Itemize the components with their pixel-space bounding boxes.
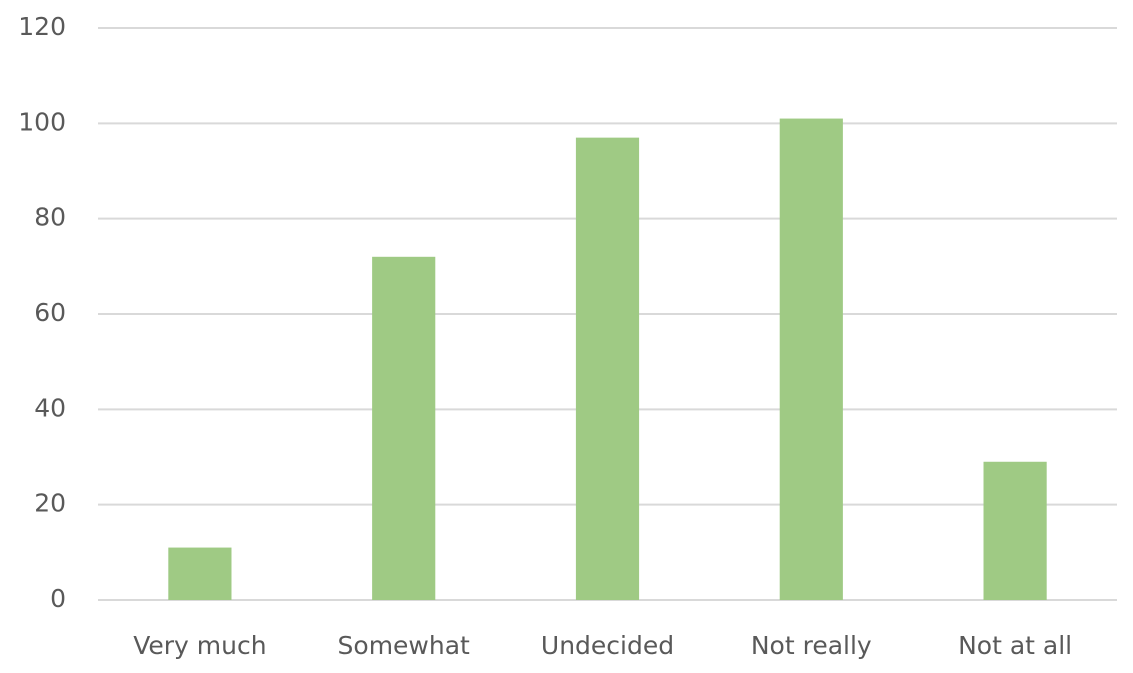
y-tick-label: 80	[34, 203, 66, 232]
x-tick-label: Somewhat	[338, 631, 471, 660]
y-tick-label: 0	[50, 584, 66, 613]
y-tick-label: 120	[18, 12, 66, 41]
y-tick-label: 60	[34, 298, 66, 327]
x-tick-label: Not really	[751, 631, 872, 660]
bar	[372, 256, 436, 600]
bar	[168, 547, 232, 600]
x-tick-label: Very much	[133, 631, 266, 660]
x-tick-label: Not at all	[958, 631, 1072, 660]
y-tick-label: 100	[18, 107, 66, 136]
bar	[983, 461, 1047, 600]
bar	[779, 118, 843, 601]
bar	[575, 137, 640, 600]
y-tick-label: 20	[34, 489, 66, 518]
x-tick-label: Undecided	[541, 631, 674, 660]
y-tick-label: 40	[34, 393, 66, 422]
